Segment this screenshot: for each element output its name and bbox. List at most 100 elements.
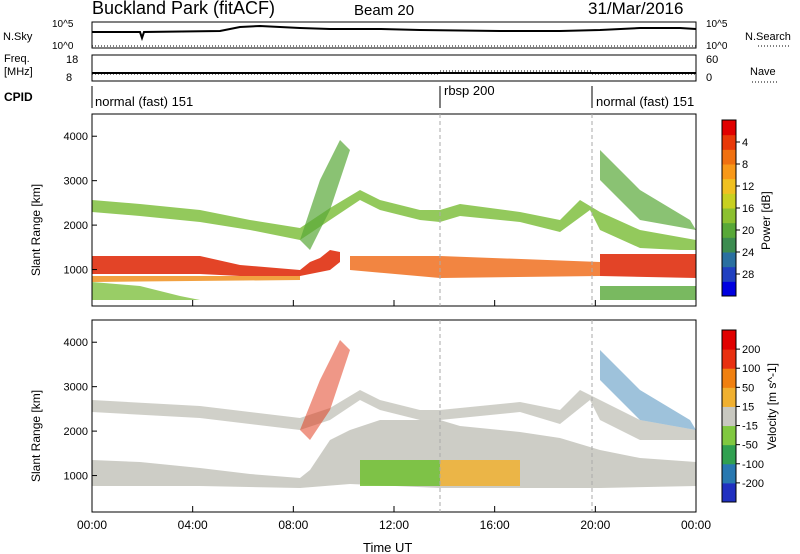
velocity-xtick-label: 04:00 bbox=[178, 518, 208, 532]
velocity-colorbar-swatch bbox=[722, 330, 736, 350]
velocity-colorbar-tick-label: -100 bbox=[742, 459, 764, 471]
power-band-diag-morning bbox=[300, 140, 350, 250]
velocity-xtick-label: 12:00 bbox=[379, 518, 409, 532]
velocity-colorbar-tick-label: 200 bbox=[742, 344, 760, 356]
noise-right-tick-bottom: 10^0 bbox=[706, 41, 728, 52]
velocity-xtick-label: 08:00 bbox=[278, 518, 308, 532]
power-band-right bbox=[600, 254, 696, 278]
velocity-colorbar-label-text: Velocity [m s^-1] bbox=[765, 363, 779, 450]
power-colorbar-swatch bbox=[722, 120, 736, 136]
noise-left-label: N.Sky bbox=[3, 31, 33, 43]
nave-tick-top: 60 bbox=[706, 54, 718, 66]
power-colorbar-swatch bbox=[722, 193, 736, 209]
velocity-panel: Slant Range [km] 1000 2000 3000 4000 00:00 0… bbox=[29, 319, 711, 554]
velocity-colorbar-tick-label: 100 bbox=[742, 363, 760, 375]
power-colorbar-tick-label: 20 bbox=[742, 225, 754, 237]
velocity-colorbar-tick-label: -200 bbox=[742, 478, 764, 490]
power-ylabel: Slant Range [km] bbox=[29, 184, 43, 276]
velocity-colorbar-swatch bbox=[722, 425, 736, 446]
velocity-colorbar-tick-label: -50 bbox=[742, 440, 758, 452]
power-colorbar-label: Power [dB] bbox=[759, 191, 773, 250]
power-band-right-lower bbox=[600, 286, 696, 300]
velocity-colorbar-swatch bbox=[722, 406, 736, 427]
noise-ytick-top: 10^5 bbox=[52, 19, 74, 30]
power-colorbar-tick-label: 16 bbox=[742, 203, 754, 215]
velocity-colorbar-tick-label: -15 bbox=[742, 421, 758, 433]
velocity-ylabel: Slant Range [km] bbox=[29, 390, 43, 482]
velocity-colorbar-swatch bbox=[722, 387, 736, 407]
velocity-band-diag-morning bbox=[300, 340, 350, 440]
power-ytick-label: 3000 bbox=[64, 176, 88, 188]
velocity-xtick-label: 00:00 bbox=[77, 518, 107, 532]
power-colorbar-tick-label: 12 bbox=[742, 181, 754, 193]
power-colorbar-tick-label: 4 bbox=[742, 137, 748, 149]
power-colorbar-tick-label: 24 bbox=[742, 247, 754, 259]
noise-right-tick-top: 10^5 bbox=[706, 19, 728, 30]
beam-title: Beam 20 bbox=[354, 2, 414, 19]
freq-panel: Freq. [MHz] 18 8 Nave 60 0 bbox=[4, 53, 778, 84]
power-band-low bbox=[92, 250, 340, 276]
velocity-band-upper bbox=[92, 390, 696, 440]
velocity-ytick-label: 2000 bbox=[64, 426, 88, 438]
velocity-colorbar-ticks: 200 100 50 15 -15 -50 -100 -200 bbox=[736, 344, 764, 490]
velocity-colorbar-swatches bbox=[722, 330, 736, 503]
power-colorbar-swatch bbox=[722, 237, 736, 253]
power-colorbar-tick-label: 8 bbox=[742, 159, 748, 171]
velocity-colorbar-tick-label: 15 bbox=[742, 401, 754, 413]
velocity-yticks: 1000 2000 3000 4000 bbox=[64, 337, 97, 483]
power-colorbar-swatch bbox=[722, 149, 736, 165]
freq-tick-top: 18 bbox=[66, 54, 78, 66]
power-band-low-2 bbox=[92, 276, 300, 282]
cpid-mode-3: normal (fast) 151 bbox=[596, 94, 694, 109]
velocity-ytick-label: 4000 bbox=[64, 337, 88, 349]
cpid-label: CPID bbox=[4, 90, 33, 104]
power-xtick-marks bbox=[91, 300, 697, 306]
velocity-xlabel: Time UT bbox=[363, 540, 412, 554]
nave-tick-bottom: 0 bbox=[706, 72, 712, 84]
power-band-left-lower bbox=[92, 282, 200, 300]
cpid-mode-1: normal (fast) 151 bbox=[95, 94, 193, 109]
cpid-mode-2: rbsp 200 bbox=[444, 83, 495, 98]
power-band-upper bbox=[92, 190, 696, 250]
power-colorbar: 4 8 12 16 20 24 28 Power [dB] bbox=[721, 119, 773, 297]
velocity-xtick-label: 00:00 bbox=[681, 518, 711, 532]
power-colorbar-swatch bbox=[722, 164, 736, 180]
velocity-band-orange bbox=[440, 460, 520, 486]
velocity-ytick-label: 3000 bbox=[64, 382, 88, 394]
power-colorbar-swatch bbox=[722, 222, 736, 238]
velocity-colorbar-label: Velocity [m s^-1] bbox=[765, 363, 779, 450]
velocity-colorbar-swatch bbox=[722, 444, 736, 465]
velocity-colorbar-tick-label: 50 bbox=[742, 382, 754, 394]
cpid-panel: CPID normal (fast) 151 rbsp 200 normal (… bbox=[4, 83, 694, 109]
power-colorbar-swatches bbox=[722, 120, 736, 297]
date-title: 31/Mar/2016 bbox=[588, 0, 683, 18]
velocity-colorbar-swatch bbox=[722, 368, 736, 388]
velocity-colorbar-swatch bbox=[722, 349, 736, 369]
velocity-colorbar: 200 100 50 15 -15 -50 -100 -200 Velocity [m s^-… bbox=[721, 329, 779, 503]
power-colorbar-ticks: 4 8 12 16 20 24 28 bbox=[736, 137, 754, 281]
velocity-band-green bbox=[360, 460, 440, 486]
noise-panel: N.Sky 10^5 10^0 N.Search 10^5 10^0 bbox=[3, 19, 791, 52]
noise-right-label: N.Search bbox=[745, 31, 791, 43]
velocity-band-diag-evening bbox=[600, 350, 696, 430]
power-colorbar-swatch bbox=[722, 281, 736, 297]
velocity-band-gray bbox=[92, 420, 696, 488]
velocity-xticks: 00:00 04:00 08:00 12:00 16:00 20:00 00:00 bbox=[77, 506, 711, 532]
power-ytick-label: 4000 bbox=[64, 131, 88, 143]
power-panel: Slant Range [km] 1000 2000 3000 4000 bbox=[29, 113, 697, 307]
velocity-ytick-label: 1000 bbox=[64, 471, 88, 483]
power-band-diag-evening bbox=[600, 150, 696, 230]
power-yticks: 1000 2000 3000 4000 bbox=[64, 131, 97, 277]
noise-ytick-bottom: 10^0 bbox=[52, 41, 74, 52]
velocity-colorbar-swatch bbox=[722, 482, 736, 503]
power-colorbar-swatch bbox=[722, 178, 736, 194]
velocity-xtick-label: 16:00 bbox=[480, 518, 510, 532]
velocity-colorbar-swatch bbox=[722, 463, 736, 484]
power-colorbar-swatch bbox=[722, 266, 736, 282]
freq-label-1: Freq. bbox=[4, 53, 30, 65]
site-title: Buckland Park (fitACF) bbox=[92, 0, 275, 18]
power-ytick-label: 2000 bbox=[64, 220, 88, 232]
power-colorbar-tick-label: 28 bbox=[742, 269, 754, 281]
freq-label-2: [MHz] bbox=[4, 66, 33, 78]
